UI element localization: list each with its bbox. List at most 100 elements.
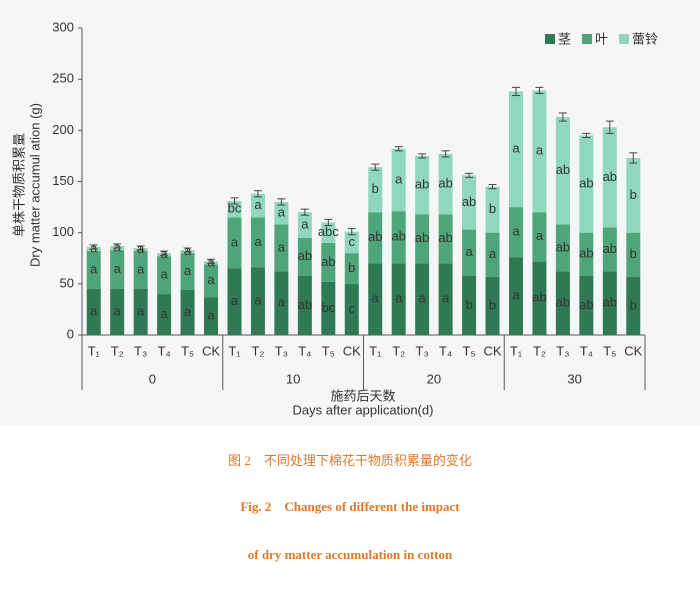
x-tick-label: T₃ xyxy=(556,343,569,358)
bar-segment xyxy=(602,227,617,272)
bar-segment xyxy=(602,127,617,228)
bar-segment xyxy=(485,276,500,335)
caption: 图 2 不同处理下棉花干物质积累量的变化 xyxy=(228,453,472,468)
bar-segment xyxy=(555,224,570,272)
x-tick-label: CK xyxy=(343,343,361,358)
x-tick-label: T₅ xyxy=(603,343,616,358)
significance-letter: a xyxy=(278,295,286,310)
significance-letter: abc xyxy=(318,224,339,239)
legend-swatch xyxy=(582,34,593,44)
significance-letter: b xyxy=(465,297,472,312)
bar-segment xyxy=(204,297,219,335)
group-label: 0 xyxy=(149,371,156,386)
bar-segment xyxy=(508,91,523,208)
error-bar xyxy=(558,112,567,122)
bar-segment xyxy=(555,117,570,225)
bar-segment xyxy=(438,214,453,264)
bar-segment xyxy=(180,289,195,335)
bar-segment xyxy=(391,263,406,335)
x-tick-label: T₄ xyxy=(298,343,311,358)
group-label: 30 xyxy=(567,371,581,386)
significance-letter: ab xyxy=(368,229,382,244)
bar-segment xyxy=(250,193,265,218)
bar-segment xyxy=(462,275,477,335)
bar-segment xyxy=(368,212,383,264)
y-tick-label: 0 xyxy=(67,326,74,341)
significance-letter: b xyxy=(489,297,496,312)
x-label: 施药后天数 xyxy=(330,388,395,403)
bar-segment xyxy=(626,157,641,233)
bar-segment xyxy=(485,186,500,233)
group-label: 20 xyxy=(427,371,441,386)
significance-letter: ab xyxy=(438,175,452,190)
x-tick-label: T₂ xyxy=(251,343,264,358)
error-bar xyxy=(488,184,497,190)
significance-letter: ab xyxy=(579,246,593,261)
significance-letter: a xyxy=(536,228,544,243)
error-bar xyxy=(605,120,614,134)
significance-letter: b xyxy=(630,187,637,202)
bar-segment xyxy=(438,263,453,335)
bar-segment xyxy=(368,167,383,213)
significance-letter: a xyxy=(278,239,286,254)
x-label: Days after application(d) xyxy=(293,402,434,417)
significance-letter: a xyxy=(372,291,380,306)
significance-letter: a xyxy=(90,303,98,318)
significance-letter: ab xyxy=(556,295,570,310)
bar-segment xyxy=(297,212,312,238)
caption: of dry matter accumulation in cotton xyxy=(248,547,453,562)
bar-segment xyxy=(415,155,430,215)
x-tick-label: T₄ xyxy=(439,343,452,358)
significance-letter: ab xyxy=(579,297,593,312)
x-tick-label: T₁ xyxy=(369,343,382,358)
significance-letter: a xyxy=(137,261,145,276)
x-tick-label: T₃ xyxy=(275,343,288,358)
x-tick-label: T₅ xyxy=(181,343,194,358)
x-tick-label: T₁ xyxy=(88,343,101,358)
significance-letter: a xyxy=(254,293,262,308)
bar-segment xyxy=(204,264,219,298)
bar-segment xyxy=(626,232,641,277)
error-bar xyxy=(535,86,544,94)
x-tick-label: CK xyxy=(483,343,501,358)
significance-letter: a xyxy=(114,261,122,276)
error-bar xyxy=(347,228,356,236)
significance-letter: b xyxy=(630,246,637,261)
y-tick-label: 250 xyxy=(52,71,74,86)
significance-letter: a xyxy=(512,224,520,239)
bar-segment xyxy=(297,275,312,335)
x-tick-label: T₄ xyxy=(157,343,170,358)
bar-segment xyxy=(86,251,101,289)
x-tick-label: T₅ xyxy=(462,343,475,358)
bar-segment xyxy=(250,217,265,268)
bar-segment xyxy=(86,288,101,335)
legend-label: 叶 xyxy=(595,31,608,46)
significance-letter: b xyxy=(348,260,355,275)
significance-letter: b xyxy=(372,181,379,196)
significance-letter: b xyxy=(489,201,496,216)
x-tick-label: T₁ xyxy=(510,343,523,358)
significance-letter: b xyxy=(630,297,637,312)
bar-segment xyxy=(157,256,172,295)
bar-segment xyxy=(415,263,430,335)
bar-segment xyxy=(321,281,336,335)
error-bar xyxy=(511,86,520,97)
bar-segment xyxy=(508,207,523,258)
bar-segment xyxy=(462,229,477,276)
bar-segment xyxy=(133,288,148,335)
bar-segment xyxy=(344,283,359,335)
bar-segment xyxy=(485,232,500,277)
significance-letter: ab xyxy=(438,230,452,245)
y-label: Dry matter accumul ation (g) xyxy=(27,103,42,267)
significance-letter: a xyxy=(114,303,122,318)
significance-letter: c xyxy=(349,234,356,249)
significance-letter: a xyxy=(207,308,215,323)
significance-letter: a xyxy=(90,261,98,276)
significance-letter: a xyxy=(536,143,544,158)
x-tick-label: CK xyxy=(202,343,220,358)
error-bar xyxy=(394,146,403,152)
bar-segment xyxy=(321,222,336,243)
significance-letter: ab xyxy=(415,230,429,245)
caption: Fig. 2 Changes of different the impact xyxy=(240,499,460,514)
significance-letter: a xyxy=(254,234,262,249)
